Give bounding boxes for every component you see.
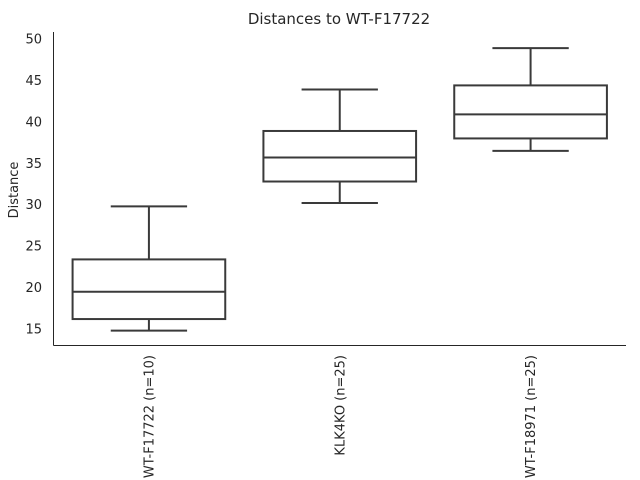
y-tick-label: 20 xyxy=(25,281,42,296)
box-iqr xyxy=(453,84,608,140)
y-tick-label: 30 xyxy=(25,198,42,213)
y-tick-label: 45 xyxy=(25,74,42,89)
box-iqr xyxy=(262,129,418,183)
chart-title: Distances to WT-F17722 xyxy=(248,10,430,28)
box-group xyxy=(453,47,608,152)
y-tick-labels: 15 20 25 30 35 40 45 50 xyxy=(25,33,42,338)
x-tick-label: WT-F17722 (n=10) xyxy=(142,355,157,478)
y-tick-label: 15 xyxy=(25,323,42,338)
x-tick-label: KLK4KO (n=25) xyxy=(333,355,348,456)
x-tick-labels: WT-F17722 (n=10) KLK4KO (n=25) WT-F18971 (… xyxy=(142,355,539,478)
boxes-group xyxy=(71,47,608,332)
y-tick-label: 35 xyxy=(25,157,42,172)
y-axis-title: Distance xyxy=(7,162,22,219)
y-tick-label: 40 xyxy=(25,115,42,130)
box-iqr xyxy=(71,258,227,321)
x-tick-label: WT-F18971 (n=25) xyxy=(524,355,539,478)
box-group xyxy=(71,205,227,332)
y-tick-label: 50 xyxy=(25,33,42,48)
box-group xyxy=(262,88,418,205)
y-tick-label: 25 xyxy=(25,240,42,255)
